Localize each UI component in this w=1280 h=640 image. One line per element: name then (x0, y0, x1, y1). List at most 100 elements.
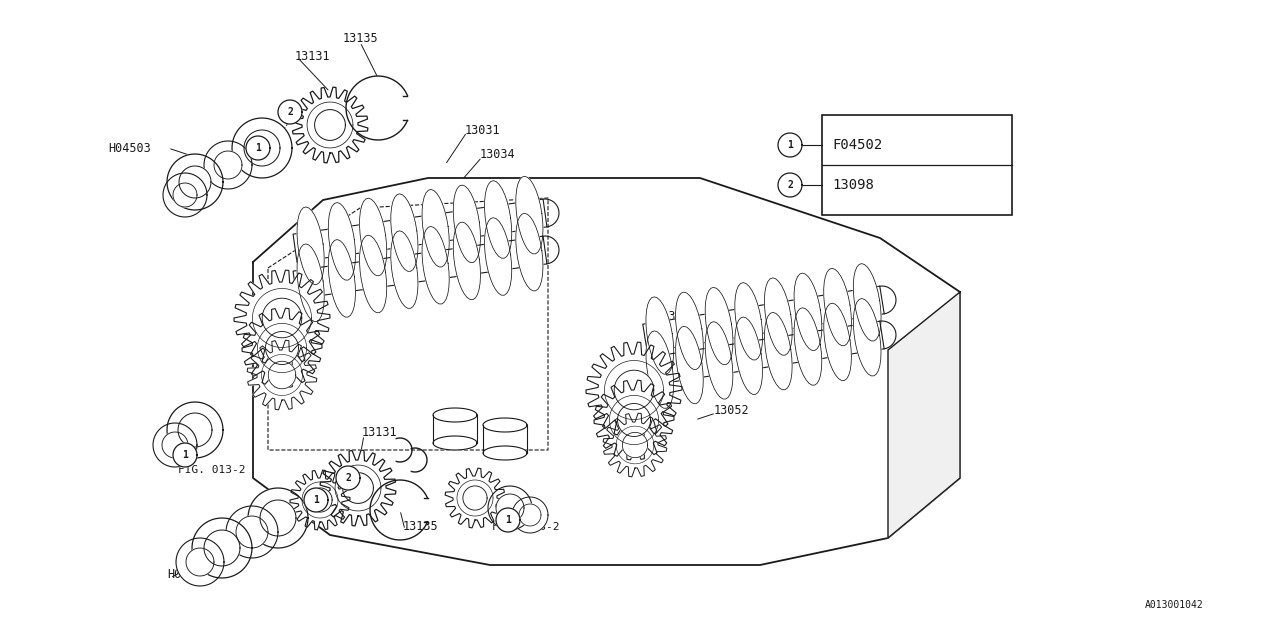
Polygon shape (433, 408, 477, 422)
Polygon shape (297, 207, 324, 285)
Polygon shape (192, 518, 252, 578)
Text: F04502: F04502 (832, 138, 882, 152)
Polygon shape (244, 130, 280, 166)
Polygon shape (360, 198, 387, 276)
Polygon shape (186, 548, 214, 576)
Polygon shape (293, 236, 547, 299)
Polygon shape (676, 326, 703, 404)
Text: 13131: 13131 (294, 51, 330, 63)
Polygon shape (204, 530, 241, 566)
Text: 1: 1 (182, 450, 188, 460)
Polygon shape (735, 283, 763, 360)
Polygon shape (328, 203, 356, 280)
Polygon shape (247, 340, 317, 410)
Polygon shape (854, 298, 881, 376)
Text: 13031: 13031 (465, 124, 500, 136)
Polygon shape (292, 87, 367, 163)
Polygon shape (794, 308, 822, 385)
Polygon shape (390, 231, 419, 308)
Polygon shape (483, 446, 527, 460)
Polygon shape (320, 450, 396, 526)
Polygon shape (253, 178, 960, 565)
Polygon shape (204, 141, 252, 189)
Polygon shape (854, 264, 881, 341)
Polygon shape (453, 185, 480, 262)
Text: H04503: H04503 (108, 141, 151, 154)
Polygon shape (234, 270, 330, 366)
Text: FIG. 013-2: FIG. 013-2 (492, 522, 559, 532)
Polygon shape (586, 342, 682, 438)
Polygon shape (764, 278, 792, 355)
Polygon shape (617, 403, 650, 436)
Polygon shape (236, 516, 268, 548)
Polygon shape (485, 218, 512, 295)
Text: 13034: 13034 (480, 148, 516, 161)
Polygon shape (328, 239, 356, 317)
Polygon shape (488, 486, 532, 530)
Polygon shape (242, 308, 323, 388)
Text: 13037: 13037 (648, 310, 684, 323)
Polygon shape (360, 236, 387, 313)
Polygon shape (518, 504, 541, 526)
Polygon shape (337, 466, 360, 490)
Text: 1: 1 (314, 495, 319, 505)
Polygon shape (646, 297, 673, 374)
Polygon shape (643, 286, 884, 352)
Polygon shape (232, 118, 292, 178)
Text: 13135: 13135 (403, 520, 439, 534)
Polygon shape (305, 488, 328, 512)
Polygon shape (154, 423, 197, 467)
Polygon shape (269, 361, 296, 388)
Polygon shape (343, 472, 374, 504)
Text: 13135: 13135 (343, 31, 379, 45)
Polygon shape (463, 486, 488, 510)
Polygon shape (248, 488, 308, 548)
Polygon shape (497, 508, 520, 532)
Polygon shape (483, 418, 527, 432)
Polygon shape (173, 183, 197, 207)
Polygon shape (824, 303, 851, 381)
Text: 13052: 13052 (714, 403, 750, 417)
Polygon shape (422, 227, 449, 304)
Polygon shape (293, 199, 547, 262)
Polygon shape (246, 136, 270, 160)
Text: 13098: 13098 (832, 178, 874, 192)
Polygon shape (594, 380, 675, 460)
Polygon shape (433, 436, 477, 450)
Polygon shape (705, 322, 733, 399)
Polygon shape (227, 506, 278, 558)
Polygon shape (794, 273, 822, 351)
Polygon shape (278, 100, 302, 124)
Polygon shape (179, 166, 211, 198)
Polygon shape (445, 468, 504, 528)
Polygon shape (173, 443, 197, 467)
Polygon shape (485, 180, 512, 258)
Polygon shape (453, 222, 480, 300)
Polygon shape (265, 332, 298, 365)
Polygon shape (735, 317, 763, 394)
Polygon shape (646, 331, 673, 408)
Text: H04503: H04503 (166, 568, 210, 582)
Polygon shape (262, 298, 302, 338)
Polygon shape (260, 500, 296, 536)
Polygon shape (297, 244, 324, 321)
Text: 2: 2 (346, 473, 351, 483)
Polygon shape (824, 268, 851, 346)
Bar (822, 115, 1012, 215)
Polygon shape (614, 370, 654, 410)
Polygon shape (778, 133, 803, 157)
Text: FIG. 013-2: FIG. 013-2 (178, 465, 246, 475)
Text: A013001042: A013001042 (1146, 600, 1203, 610)
Polygon shape (177, 538, 224, 586)
Polygon shape (516, 177, 543, 254)
Polygon shape (315, 109, 346, 140)
Polygon shape (622, 433, 648, 458)
Text: 1: 1 (506, 515, 511, 525)
Polygon shape (676, 292, 703, 369)
Polygon shape (166, 402, 223, 458)
Polygon shape (705, 287, 733, 365)
Text: 2: 2 (787, 180, 792, 190)
Polygon shape (308, 488, 332, 512)
Polygon shape (291, 470, 349, 530)
Text: 2: 2 (287, 107, 293, 117)
